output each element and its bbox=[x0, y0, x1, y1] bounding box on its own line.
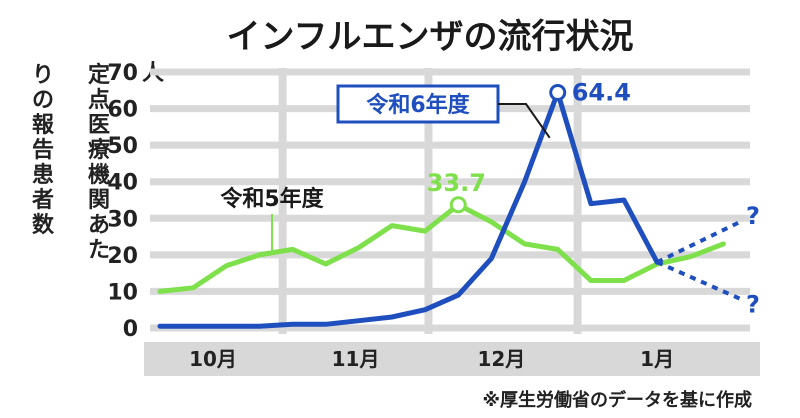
y-tick-label: 70 bbox=[107, 61, 138, 86]
y-label-column-2: りの報告患者数 bbox=[31, 63, 55, 238]
month-divider bbox=[573, 68, 582, 334]
peak-marker-2 bbox=[549, 83, 567, 101]
y-label-char: 点 bbox=[88, 87, 110, 113]
y-label-char: 定 bbox=[88, 62, 110, 88]
x-month-label: 11月 bbox=[332, 347, 380, 371]
series-line-2 bbox=[157, 90, 660, 329]
chart-title: インフルエンザの流行状況 bbox=[227, 17, 634, 57]
y-tick-label: 50 bbox=[107, 134, 138, 159]
series-label-2-leader bbox=[498, 103, 551, 139]
peak-label-2: 64.4 bbox=[572, 78, 631, 106]
y-label-char: り bbox=[32, 63, 54, 88]
x-month-label: 12月 bbox=[477, 347, 525, 371]
x-month-label: 1月 bbox=[640, 347, 674, 371]
y-label-char: 者 bbox=[31, 188, 54, 213]
y-label-column-1: 定点医療機関あた bbox=[88, 62, 110, 263]
peak-label-1: 33.7 bbox=[427, 169, 486, 197]
y-tick-label: 20 bbox=[107, 244, 138, 269]
y-label-char: の bbox=[32, 88, 54, 113]
y-tick-label: 10 bbox=[107, 280, 138, 305]
y-tick-label: 40 bbox=[107, 171, 138, 196]
peak-marker-1 bbox=[449, 196, 467, 214]
projection-question-up: ? bbox=[746, 202, 760, 230]
y-label-char: 関 bbox=[88, 188, 110, 213]
y-tick-label: 30 bbox=[107, 207, 138, 232]
series-label-1: 令和5年度 bbox=[220, 186, 324, 212]
grid bbox=[150, 68, 750, 334]
series-label-2-box bbox=[336, 84, 500, 124]
y-label-char: 数 bbox=[32, 212, 55, 238]
y-label-char: 医 bbox=[88, 113, 110, 138]
month-divider bbox=[424, 68, 433, 334]
projection-question-down: ? bbox=[746, 291, 760, 319]
y-label-char: 機 bbox=[88, 163, 110, 188]
y-label-char: 療 bbox=[88, 137, 110, 163]
series-line-1 bbox=[157, 202, 726, 294]
y-label-char: 告 bbox=[32, 138, 54, 163]
x-axis-months: 10月 11月 12月 1月 bbox=[189, 347, 674, 371]
y-tick-label: 0 bbox=[123, 317, 138, 342]
series-group: 33.7 64.4?? 令和5年度 令和6年度 bbox=[157, 78, 760, 329]
y-label-char: た bbox=[88, 238, 110, 263]
y-tick-label: 60 bbox=[107, 98, 138, 123]
x-axis-band bbox=[144, 342, 760, 376]
y-axis-label: 定点医療機関あた りの報告患者数 bbox=[31, 62, 110, 263]
series-label-2: 令和6年度 bbox=[366, 92, 470, 118]
y-label-char: あ bbox=[88, 213, 110, 238]
y-label-char: 報 bbox=[32, 112, 55, 138]
month-divider bbox=[278, 68, 287, 334]
y-label-char: 患 bbox=[32, 162, 54, 188]
y-axis-ticks: 0 10 20 30 40 50 60 70 bbox=[107, 61, 138, 342]
source-note: ※厚生労働省のデータを基に作成 bbox=[483, 389, 753, 411]
projection-line-down bbox=[656, 260, 741, 301]
projection-line-up bbox=[656, 220, 741, 264]
x-month-label: 10月 bbox=[189, 347, 237, 371]
